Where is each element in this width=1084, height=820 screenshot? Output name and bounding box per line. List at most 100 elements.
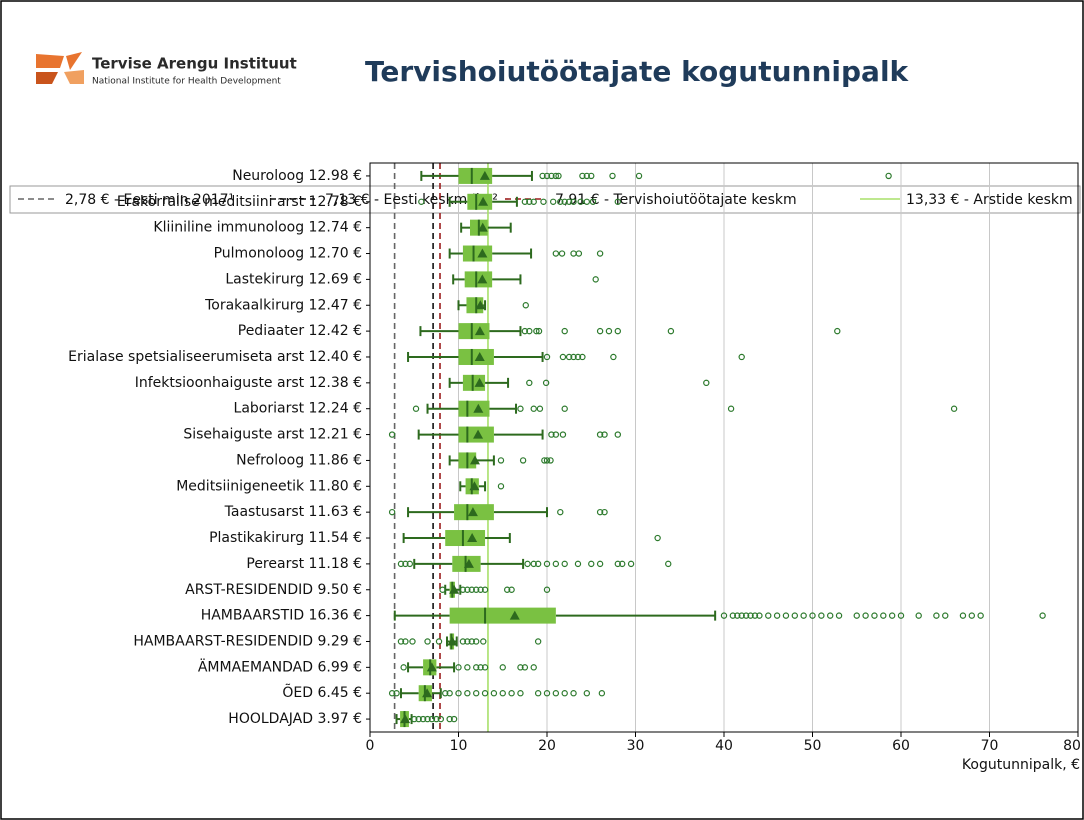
- outlier: [557, 198, 564, 205]
- outlier: [915, 612, 922, 619]
- outlier: [543, 690, 551, 697]
- y-tick-label: Plastikakirurg 11.54 €: [209, 530, 362, 546]
- outlier: [473, 664, 480, 671]
- mean-marker: [473, 429, 484, 439]
- outlier: [411, 715, 418, 723]
- outlier: [596, 250, 604, 257]
- outlier: [555, 172, 562, 180]
- outlier: [402, 560, 409, 568]
- outlier: [579, 353, 586, 361]
- outlier: [897, 612, 905, 619]
- outlier: [577, 198, 584, 205]
- outlier: [530, 664, 537, 671]
- outlier: [720, 612, 728, 619]
- outlier: [481, 586, 489, 593]
- outlier: [559, 431, 567, 438]
- logo-shape: [36, 54, 64, 68]
- x-tick-label: 10: [450, 738, 468, 754]
- outlier: [756, 612, 763, 619]
- outlier: [439, 586, 446, 593]
- legend-label: 7,13 € - Eesti keskm Ikv²: [325, 192, 498, 208]
- outlier: [402, 638, 409, 645]
- outlier: [468, 586, 475, 593]
- outlier: [703, 379, 710, 387]
- outlier: [880, 612, 887, 619]
- outlier: [526, 198, 533, 205]
- outlier: [888, 612, 896, 619]
- outlier: [517, 690, 524, 697]
- y-tick-label: Torakaalkirurg 12.47 €: [204, 297, 362, 313]
- y-tick-label: ÄMMAEMANDAD 6.99 €: [198, 657, 362, 675]
- mean-marker: [463, 558, 474, 568]
- outlier: [565, 353, 573, 361]
- outlier: [464, 690, 471, 697]
- outlier: [727, 405, 735, 412]
- outlier: [596, 327, 604, 335]
- outlier: [419, 715, 427, 723]
- x-tick-label: 20: [538, 738, 556, 754]
- y-tick-label: Taastusarst 11.63 €: [224, 504, 362, 520]
- outlier: [473, 586, 480, 593]
- outlier: [552, 250, 560, 257]
- outlier: [742, 612, 750, 619]
- x-tick-label: 50: [804, 738, 822, 754]
- outlier: [473, 690, 480, 697]
- outlier: [558, 250, 566, 257]
- outlier: [559, 353, 567, 361]
- logo-shape: [36, 72, 58, 84]
- outlier: [497, 457, 505, 464]
- box: [449, 607, 556, 624]
- outlier: [827, 612, 834, 619]
- mean-marker: [447, 636, 458, 646]
- mean-marker: [469, 481, 480, 491]
- box: [458, 323, 490, 340]
- mean-marker: [509, 610, 520, 620]
- outlier: [552, 431, 560, 438]
- outlier: [1039, 612, 1046, 619]
- logo: Tervise Arengu Instituut National Instit…: [36, 52, 297, 87]
- chart-title: Tervishoiutöötajate kogutunnipalk: [365, 55, 910, 88]
- y-tick-label: Lastekirurg 12.69 €: [225, 271, 362, 287]
- outlier: [490, 690, 498, 697]
- outlier: [570, 353, 577, 361]
- y-tick-label: Erialase spetsialiseerumiseta arst 12.40…: [68, 349, 362, 365]
- x-tick-label: 80: [1063, 738, 1081, 754]
- outlier: [738, 612, 745, 619]
- legend-box: [9, 185, 1081, 214]
- outlier: [517, 405, 524, 412]
- outlier: [455, 664, 462, 671]
- y-tick-label: Pediaater 12.42 €: [238, 323, 362, 339]
- outlier: [397, 560, 405, 568]
- outlier: [526, 379, 533, 387]
- outlier: [614, 327, 622, 335]
- outlier: [871, 612, 878, 619]
- outlier: [535, 327, 543, 335]
- outlier: [654, 534, 661, 542]
- outlier: [409, 638, 416, 645]
- y-tick-label: Perearst 11.18 €: [246, 556, 362, 572]
- outlier: [499, 690, 506, 697]
- outlier: [575, 250, 583, 257]
- box: [458, 400, 490, 417]
- outlier: [596, 560, 604, 568]
- logo-name: Tervise Arengu Instituut: [92, 55, 297, 73]
- outlier: [450, 715, 458, 723]
- outlier: [552, 172, 560, 180]
- outlier: [583, 690, 591, 697]
- outlier: [473, 638, 480, 645]
- outlier: [574, 353, 582, 361]
- y-tick-label: Sisehaiguste arst 12.21 €: [183, 427, 362, 443]
- mean-marker: [467, 533, 478, 543]
- outlier: [614, 198, 622, 205]
- legend-label: 2,78 € - Eesti min 2017¹: [65, 192, 234, 208]
- outlier: [477, 586, 484, 593]
- outlier: [782, 612, 790, 619]
- mean-marker: [477, 274, 488, 284]
- outlier: [543, 560, 551, 568]
- y-tick-label: HOOLDAJAD 3.97 €: [228, 711, 362, 727]
- outlier: [977, 612, 984, 619]
- x-tick-label: 40: [715, 738, 733, 754]
- outlier: [601, 431, 608, 438]
- outlier: [596, 508, 604, 516]
